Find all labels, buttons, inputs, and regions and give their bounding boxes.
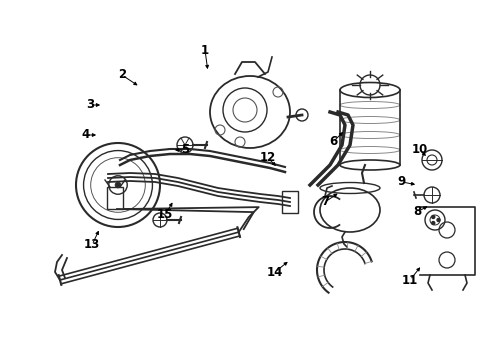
Text: 15: 15: [157, 208, 173, 221]
Circle shape: [436, 219, 439, 221]
Bar: [282, 191, 297, 213]
Text: 13: 13: [84, 238, 100, 252]
Bar: [107, 187, 123, 209]
Text: 11: 11: [401, 274, 417, 287]
Circle shape: [431, 216, 434, 219]
Text: 2: 2: [118, 68, 126, 81]
Text: 4: 4: [81, 129, 90, 141]
Text: 8: 8: [412, 206, 420, 219]
Text: 1: 1: [201, 44, 209, 57]
Text: 5: 5: [181, 144, 189, 157]
Text: 9: 9: [397, 175, 406, 189]
Text: 6: 6: [328, 135, 336, 148]
Text: 12: 12: [259, 152, 276, 165]
Text: 10: 10: [411, 144, 427, 157]
Circle shape: [431, 221, 434, 225]
Text: 3: 3: [86, 99, 94, 112]
Text: 7: 7: [320, 195, 328, 208]
Circle shape: [115, 182, 121, 188]
Text: 14: 14: [266, 265, 283, 279]
